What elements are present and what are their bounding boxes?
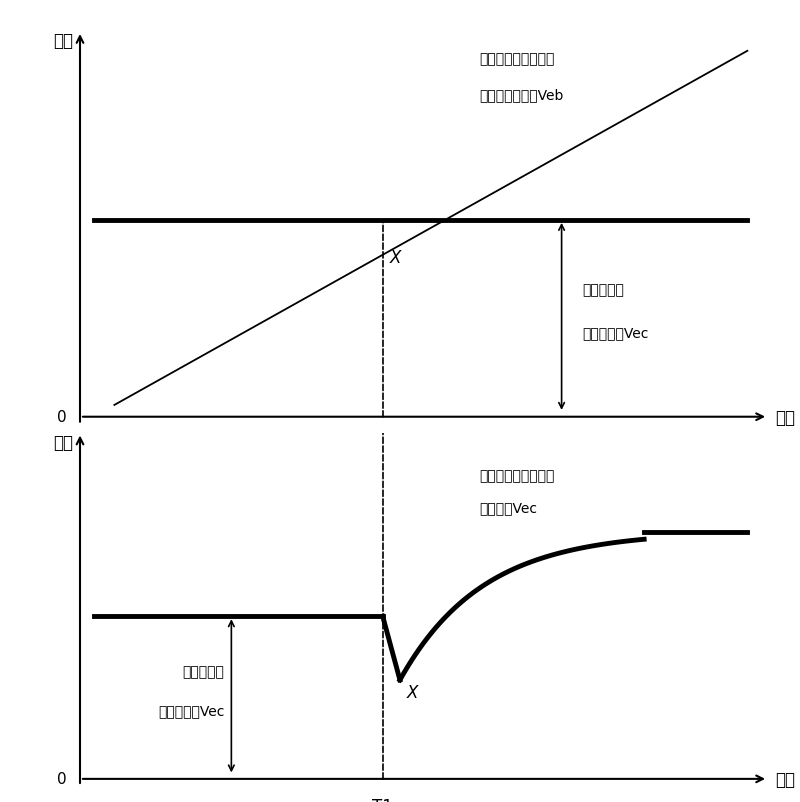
Text: 启动开始时: 启动开始时 xyxy=(182,664,225,678)
Text: 预偏置电压Vec: 预偏置电压Vec xyxy=(158,703,225,717)
Text: 电压: 电压 xyxy=(53,32,73,50)
Text: 器启动电压波形Veb: 器启动电压波形Veb xyxy=(479,88,563,102)
Text: 带预偏置负载的电压: 带预偏置负载的电压 xyxy=(479,468,554,483)
Text: T1: T1 xyxy=(372,796,393,802)
Text: 时间: 时间 xyxy=(775,770,795,788)
Text: X: X xyxy=(390,249,401,266)
Text: 启动波形Vec: 启动波形Vec xyxy=(479,500,537,514)
Text: 时间: 时间 xyxy=(775,408,795,426)
Text: 预偏置电压Vec: 预偏置电压Vec xyxy=(582,326,649,340)
Text: 0: 0 xyxy=(57,772,66,787)
Text: X: X xyxy=(407,683,418,702)
Text: 0: 0 xyxy=(57,410,66,425)
Text: 没有偏置电压时变换: 没有偏置电压时变换 xyxy=(479,53,554,67)
Text: 电压: 电压 xyxy=(53,433,73,451)
Text: 启动开始时: 启动开始时 xyxy=(582,282,624,297)
